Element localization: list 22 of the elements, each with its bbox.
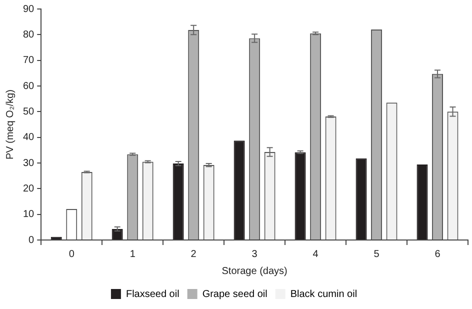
x-tick-label: 2 (190, 248, 197, 260)
legend-label: Flaxseed oil (126, 288, 180, 300)
x-tick-label: 5 (374, 248, 380, 260)
x-tick-label: 6 (434, 248, 441, 260)
y-tick-label: 30 (23, 158, 35, 169)
legend-label: Grape seed oil (202, 288, 268, 300)
x-tick-label: 1 (130, 248, 136, 260)
x-tick-label: 4 (312, 248, 319, 260)
x-tick-label: 3 (252, 248, 258, 260)
y-tick-label: 40 (23, 132, 35, 144)
y-tick-label: 70 (23, 55, 35, 66)
y-tick-label: 0 (28, 234, 35, 246)
y-tick-label: 80 (23, 29, 35, 40)
x-axis-title: Storage (days) (222, 266, 288, 277)
y-tick-label: 90 (23, 4, 35, 15)
y-axis-title: PV (meq O₂/kg) (4, 89, 16, 160)
y-tick-label: 10 (23, 209, 35, 220)
legend-label: Black cumin oil (290, 288, 358, 300)
x-tick-label: 0 (68, 248, 75, 260)
y-tick-label: 20 (23, 183, 35, 194)
y-tick-label: 50 (23, 106, 35, 118)
y-tick-label: 60 (23, 80, 35, 92)
